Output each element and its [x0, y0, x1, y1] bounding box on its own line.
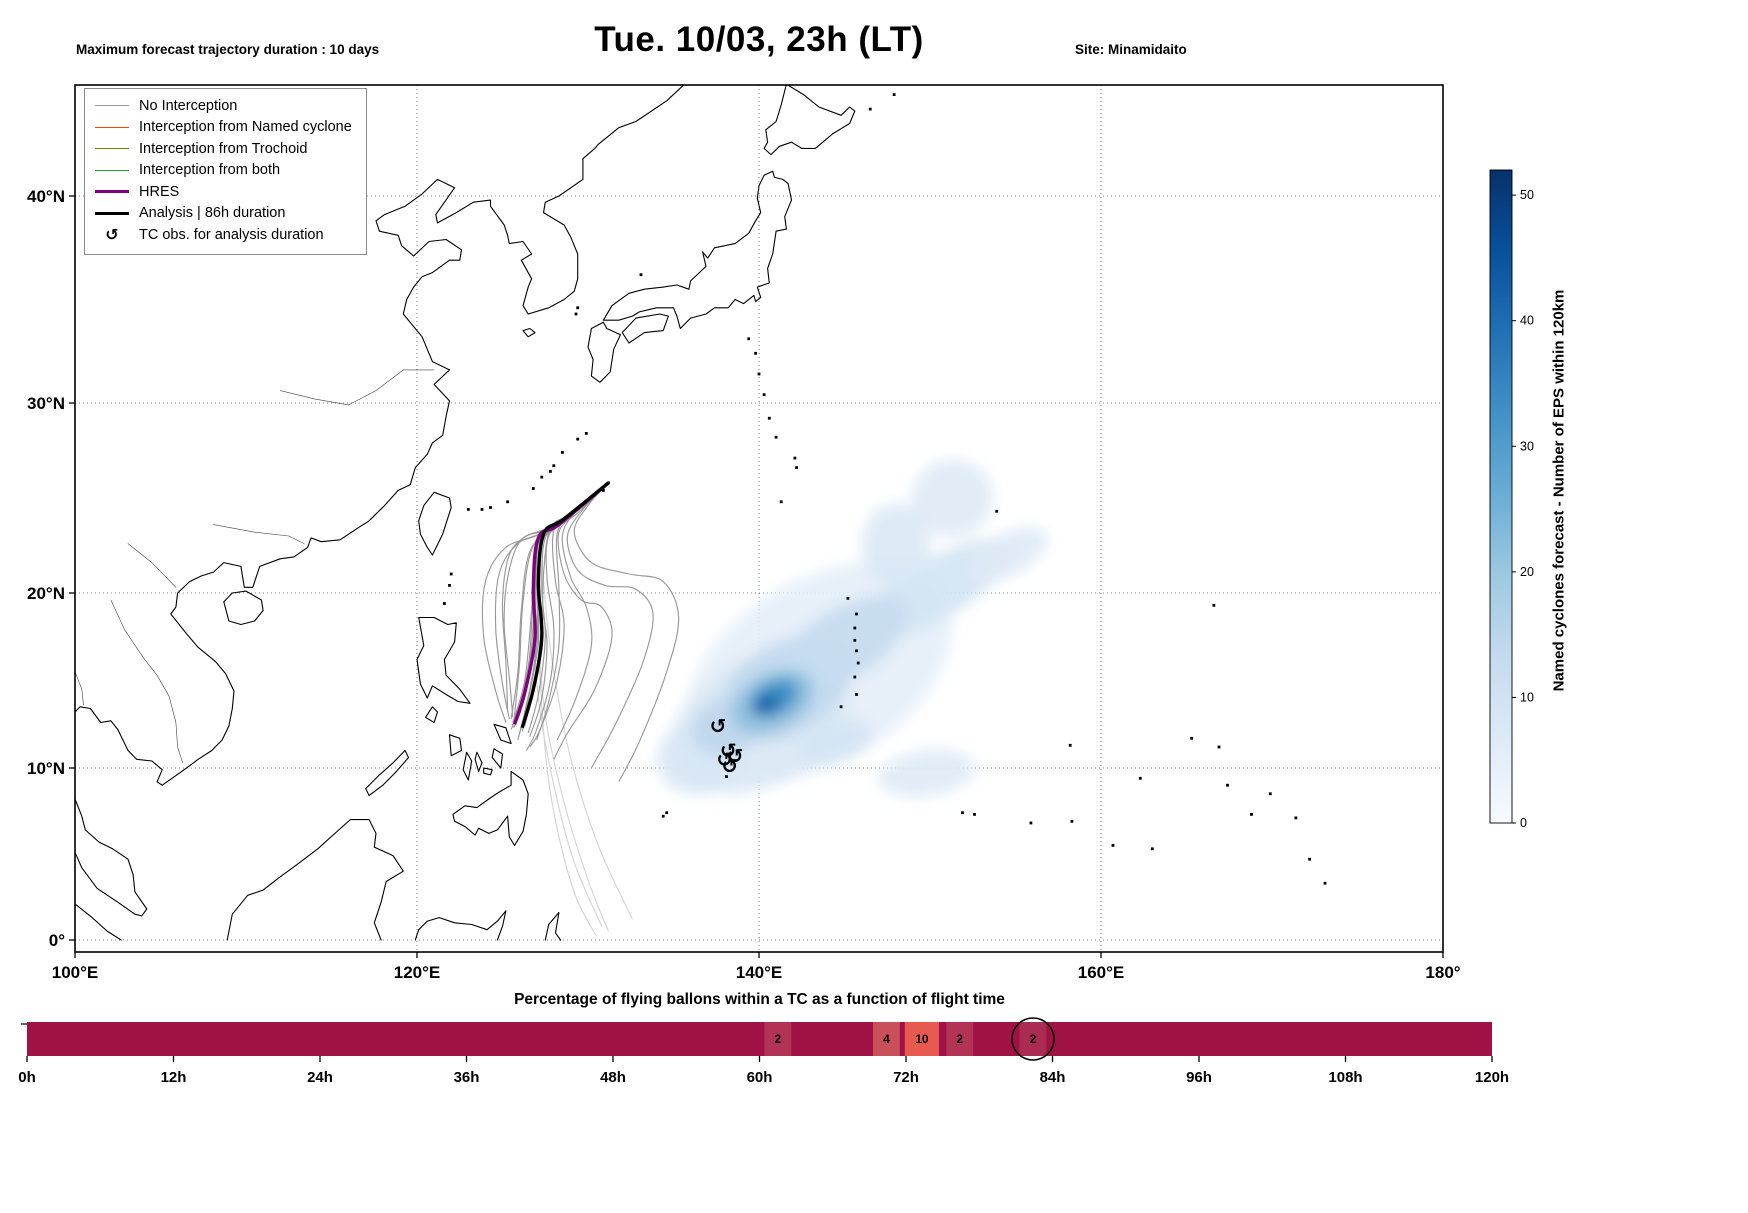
colorbar: 0 10 20 30 40 50	[1489, 169, 1534, 830]
legend-item-hres: HRES	[95, 181, 352, 203]
orange-line-swatch	[95, 126, 129, 128]
svg-text:120°E: 120°E	[394, 963, 441, 982]
svg-text:36h: 36h	[454, 1069, 480, 1086]
cyclone-obs-icon: ↺	[105, 226, 119, 244]
coastlines	[75, 85, 856, 941]
svg-text:24h: 24h	[307, 1069, 333, 1086]
svg-text:0°: 0°	[49, 931, 65, 950]
analysis-trajectory	[520, 481, 610, 729]
gray-line-swatch	[95, 105, 129, 107]
svg-text:140°E: 140°E	[736, 963, 783, 982]
legend-line	[95, 190, 129, 194]
legend-label: TC obs. for analysis duration	[139, 226, 324, 243]
y-axis-ticks: 0° 10°N 20°N 30°N 40°N	[27, 187, 75, 950]
green-line-swatch	[95, 169, 129, 171]
bar-cell	[946, 1022, 974, 1056]
legend-label: Interception from Named cyclone	[139, 119, 352, 136]
legend-item-trochoid: Interception from Trochoid	[95, 138, 352, 160]
svg-text:48h: 48h	[600, 1069, 626, 1086]
svg-text:96h: 96h	[1186, 1069, 1212, 1086]
cyclone-obs-icon: ↺	[720, 741, 737, 763]
island-dots	[443, 93, 1327, 885]
tc-percentage-bar: 2 4 10 2 2	[21, 1017, 1492, 1061]
cyclone-obs-icon: ↺	[722, 756, 739, 778]
svg-text:40: 40	[1520, 314, 1534, 328]
x-axis-ticks: 100°E 120°E 140°E 160°E 180°	[52, 952, 1461, 982]
legend-item-named-cyclone: Interception from Named cyclone	[95, 117, 352, 139]
svg-text:60h: 60h	[747, 1069, 773, 1086]
max-duration-text: Maximum forecast trajectory duration : 1…	[76, 42, 380, 58]
svg-text:30: 30	[1520, 439, 1534, 453]
legend-item-tc-obs: ↺ TC obs. for analysis duration	[95, 224, 352, 246]
cyclone-obs-icon: ↺	[710, 716, 727, 738]
svg-text:0h: 0h	[18, 1069, 36, 1086]
legend-label: Interception from Trochoid	[139, 140, 308, 157]
legend-label: No Interception	[139, 97, 238, 114]
bar-cell	[904, 1022, 939, 1056]
svg-text:50: 50	[1520, 188, 1534, 202]
legend-line	[95, 148, 129, 150]
legend-line	[95, 211, 129, 215]
bar-cell-value: 2	[956, 1032, 963, 1046]
svg-text:160°E: 160°E	[1078, 963, 1125, 982]
flight-time-bar-chart: 2 4 10 2 2 0h 12h 24h 36h 48h 60h 72h 84h 96h 108h 120h	[18, 1017, 1509, 1086]
legend-line	[95, 105, 129, 107]
svg-text:84h: 84h	[1040, 1069, 1066, 1086]
legend-item-both: Interception from both	[95, 160, 352, 182]
map-legend: No Interception Interception from Named …	[84, 88, 367, 255]
cyclone-obs-icon: ↺	[716, 749, 733, 771]
cyclone-density-heatmap	[656, 459, 1048, 797]
legend-label: Analysis | 86h duration	[139, 205, 286, 222]
svg-text:0: 0	[1520, 816, 1527, 830]
svg-text:180°: 180°	[1425, 963, 1460, 982]
svg-text:72h: 72h	[893, 1069, 919, 1086]
svg-text:10°N: 10°N	[27, 759, 65, 778]
bar-cell	[873, 1022, 900, 1056]
bar-cell	[764, 1022, 792, 1056]
bottom-chart-title: Percentage of flying ballons within a TC…	[514, 991, 1005, 1008]
svg-text:20: 20	[1520, 565, 1534, 579]
bar-cell	[1019, 1022, 1047, 1056]
site-text: Site: Minamidaito	[1075, 42, 1187, 58]
svg-text:120h: 120h	[1475, 1069, 1509, 1086]
legend-line	[95, 169, 129, 171]
legend-item-analysis: Analysis | 86h duration	[95, 203, 352, 225]
tc-obs-markers: ↺↺↺↺↺	[710, 716, 744, 778]
legend-line	[95, 126, 129, 128]
purple-line-swatch	[95, 190, 129, 194]
bar-x-axis-ticks: 0h 12h 24h 36h 48h 60h 72h 84h 96h 108h 120h	[18, 1056, 1509, 1086]
svg-text:20°N: 20°N	[27, 584, 65, 603]
svg-text:40°N: 40°N	[27, 187, 65, 206]
legend-item-no-interception: No Interception	[95, 95, 352, 117]
svg-text:30°N: 30°N	[27, 394, 65, 413]
bar-cell-value: 4	[883, 1032, 890, 1046]
svg-text:12h: 12h	[161, 1069, 187, 1086]
legend-label: Interception from both	[139, 162, 281, 179]
legend-label: HRES	[139, 183, 180, 200]
bar-cell-value: 10	[915, 1032, 929, 1046]
black-line-swatch	[95, 211, 129, 215]
olive-line-swatch	[95, 148, 129, 150]
bar-cell-value: 2	[1030, 1032, 1037, 1046]
svg-text:10: 10	[1520, 690, 1534, 704]
bar-cell-value: 2	[774, 1032, 781, 1046]
colorbar-label: Named cyclones forecast - Number of EPS …	[1550, 289, 1568, 692]
cyclone-obs-icon: ↺	[727, 746, 744, 768]
svg-text:100°E: 100°E	[52, 963, 99, 982]
hres-trajectory	[512, 481, 610, 725]
highlight-circle	[1011, 1017, 1055, 1061]
svg-text:108h: 108h	[1328, 1069, 1362, 1086]
page-title: Tue. 10/03, 23h (LT)	[594, 20, 924, 59]
